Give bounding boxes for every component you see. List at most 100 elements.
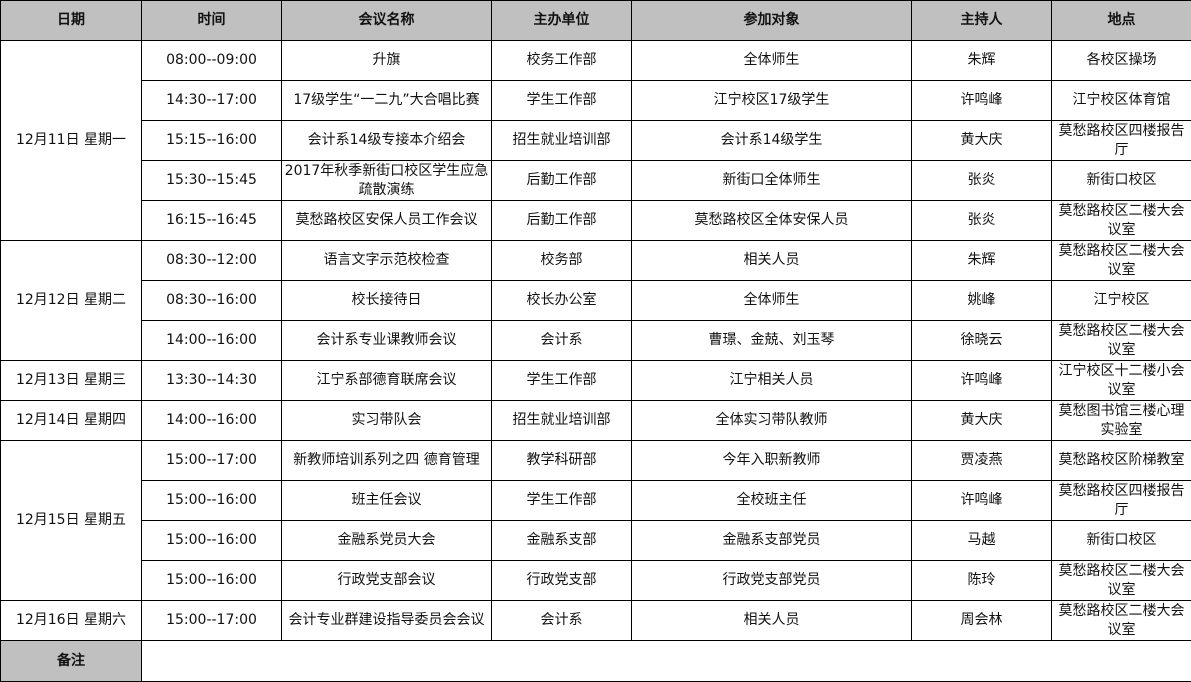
time-cell-text: 15:00--16:00	[144, 531, 279, 550]
organizer-cell-text: 学生工作部	[494, 91, 629, 110]
location-cell: 莫愁路校区二楼大会议室	[1052, 601, 1191, 641]
attendees-cell-text: 全体实习带队教师	[634, 411, 909, 430]
date-cell: 12月12日 星期二	[1, 241, 142, 361]
organizer-cell-text: 后勤工作部	[494, 171, 629, 190]
time-cell-text: 13:30--14:30	[144, 371, 279, 390]
location-cell-text: 莫愁路校区二楼大会议室	[1054, 202, 1189, 240]
date-cell: 12月13日 星期三	[1, 361, 142, 401]
host-cell-text: 张炎	[914, 211, 1049, 230]
host-cell-text: 马越	[914, 531, 1049, 550]
time-cell-text: 15:00--17:00	[144, 611, 279, 630]
meeting-name-cell-text: 江宁系部德育联席会议	[284, 371, 489, 390]
remarks-row: 备注	[1, 641, 1191, 682]
time-cell: 15:00--17:00	[142, 601, 282, 641]
organizer-cell: 校务部	[492, 241, 632, 281]
location-cell-text: 新街口校区	[1054, 171, 1189, 190]
attendees-cell-text: 全校班主任	[634, 491, 909, 510]
meeting-name-cell: 新教师培训系列之四 德育管理	[282, 441, 492, 481]
meeting-name-cell: 语言文字示范校检查	[282, 241, 492, 281]
meeting-name-cell-text: 会计系14级专接本介绍会	[284, 131, 489, 150]
attendees-cell-text: 行政党支部党员	[634, 571, 909, 590]
organizer-cell-text: 校长办公室	[494, 291, 629, 310]
organizer-cell-text: 金融系支部	[494, 531, 629, 550]
time-cell-text: 15:00--17:00	[144, 451, 279, 470]
location-cell: 莫愁路校区四楼报告厅	[1052, 481, 1191, 521]
attendees-cell-text: 今年入职新教师	[634, 451, 909, 470]
meeting-name-cell-text: 会计专业群建设指导委员会会议	[284, 611, 489, 630]
header-date: 日期	[1, 1, 142, 41]
time-cell-text: 14:00--16:00	[144, 411, 279, 430]
remarks-value[interactable]	[142, 641, 1191, 682]
location-cell: 莫愁路校区阶梯教室	[1052, 441, 1191, 481]
organizer-cell-text: 学生工作部	[494, 371, 629, 390]
location-cell-text: 莫愁路校区四楼报告厅	[1054, 482, 1189, 520]
time-cell: 15:00--16:00	[142, 561, 282, 601]
organizer-cell-text: 校务工作部	[494, 51, 629, 70]
organizer-cell: 教学科研部	[492, 441, 632, 481]
attendees-cell: 江宁相关人员	[632, 361, 912, 401]
meeting-name-cell-text: 新教师培训系列之四 德育管理	[284, 451, 489, 470]
host-cell-text: 黄大庆	[914, 131, 1049, 150]
header-row: 日期 时间 会议名称 主办单位 参加对象 主持人 地点	[1, 1, 1191, 41]
meeting-name-cell: 校长接待日	[282, 281, 492, 321]
location-cell: 莫愁路校区二楼大会议室	[1052, 201, 1191, 241]
meeting-name-cell: 2017年秋季新街口校区学生应急疏散演练	[282, 161, 492, 201]
organizer-cell: 招生就业培训部	[492, 121, 632, 161]
time-cell-text: 15:30--15:45	[144, 171, 279, 190]
host-cell-text: 姚峰	[914, 291, 1049, 310]
organizer-cell-text: 学生工作部	[494, 491, 629, 510]
location-cell-text: 莫愁图书馆三楼心理实验室	[1054, 402, 1189, 440]
host-cell-text: 陈玲	[914, 571, 1049, 590]
time-cell: 15:15--16:00	[142, 121, 282, 161]
date-cell: 12月15日 星期五	[1, 441, 142, 601]
attendees-cell-text: 相关人员	[634, 251, 909, 270]
location-cell-text: 莫愁路校区二楼大会议室	[1054, 602, 1189, 640]
organizer-cell-text: 会计系	[494, 611, 629, 630]
time-cell: 13:30--14:30	[142, 361, 282, 401]
meeting-name-cell: 会计系14级专接本介绍会	[282, 121, 492, 161]
organizer-cell: 后勤工作部	[492, 201, 632, 241]
meeting-name-cell: 会计系专业课教师会议	[282, 321, 492, 361]
time-cell: 15:00--17:00	[142, 441, 282, 481]
location-cell: 江宁校区	[1052, 281, 1191, 321]
meeting-name-cell-text: 实习带队会	[284, 411, 489, 430]
organizer-cell-text: 招生就业培训部	[494, 411, 629, 430]
attendees-cell: 金融系支部党员	[632, 521, 912, 561]
host-cell-text: 朱辉	[914, 251, 1049, 270]
location-cell: 新街口校区	[1052, 521, 1191, 561]
attendees-cell: 全体实习带队教师	[632, 401, 912, 441]
attendees-cell: 江宁校区17级学生	[632, 81, 912, 121]
meeting-name-cell: 升旗	[282, 41, 492, 81]
date-cell: 12月14日 星期四	[1, 401, 142, 441]
host-cell: 许鸣峰	[912, 81, 1052, 121]
time-cell-text: 08:00--09:00	[144, 51, 279, 70]
attendees-cell-text: 江宁校区17级学生	[634, 91, 909, 110]
header-attendees: 参加对象	[632, 1, 912, 41]
location-cell-text: 各校区操场	[1054, 51, 1189, 70]
location-cell: 莫愁路校区二楼大会议室	[1052, 321, 1191, 361]
meeting-name-cell-text: 语言文字示范校检查	[284, 251, 489, 270]
attendees-cell-text: 全体师生	[634, 291, 909, 310]
organizer-cell: 招生就业培训部	[492, 401, 632, 441]
meeting-name-cell: 实习带队会	[282, 401, 492, 441]
attendees-cell-text: 金融系支部党员	[634, 531, 909, 550]
time-cell-text: 15:15--16:00	[144, 131, 279, 150]
time-cell-text: 14:30--17:00	[144, 91, 279, 110]
location-cell-text: 江宁校区十二楼小会议室	[1054, 362, 1189, 400]
time-cell: 14:00--16:00	[142, 321, 282, 361]
meeting-name-cell-text: 会计系专业课教师会议	[284, 331, 489, 350]
organizer-cell: 会计系	[492, 601, 632, 641]
